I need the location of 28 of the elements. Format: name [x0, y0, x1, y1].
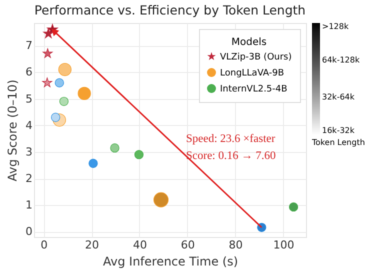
legend-title: Models	[231, 37, 267, 48]
legend-label: InternVL2.5-4B	[220, 84, 288, 94]
chart-title: Performance vs. Efficiency by Token Length	[34, 2, 306, 18]
y-tick-label: 1	[26, 198, 32, 212]
color-bar-label: 64k-128k	[322, 55, 360, 64]
y-axis-title: Avg Score (0–10)	[6, 80, 20, 182]
color-bar-label: 16k-32k	[322, 126, 355, 135]
annotation: Speed: 23.6 ×faster	[186, 133, 276, 145]
color-bar-label: >128k	[322, 22, 349, 31]
x-tick-label: 80	[228, 238, 243, 252]
color-bar-title: Token Length	[311, 138, 365, 147]
y-tick-label: 2	[26, 172, 32, 186]
y-tick-label: 4	[26, 118, 32, 132]
legend-label: VLZip-3B (Ours)	[220, 52, 292, 62]
y-tick-label: 0	[26, 225, 32, 238]
y-tick-label: 6	[26, 66, 32, 79]
y-tick-label: 5	[26, 92, 32, 106]
x-axis-title: Avg Inference Time (s)	[102, 254, 238, 268]
legend-label: LongLLaVA-9B	[220, 68, 284, 78]
x-tick-label: 0	[40, 238, 48, 252]
y-tick-label: 7	[26, 39, 32, 52]
x-tick-label: 100	[273, 238, 294, 252]
x-tick-label: 20	[85, 238, 100, 252]
x-tick-label: 40	[132, 238, 147, 252]
y-tick-label: 3	[26, 145, 32, 158]
color-bar-label: 32k-64k	[322, 92, 355, 102]
x-tick-label: 60	[180, 238, 195, 252]
annotation: Score: 0.16 → 7.60	[186, 150, 276, 162]
